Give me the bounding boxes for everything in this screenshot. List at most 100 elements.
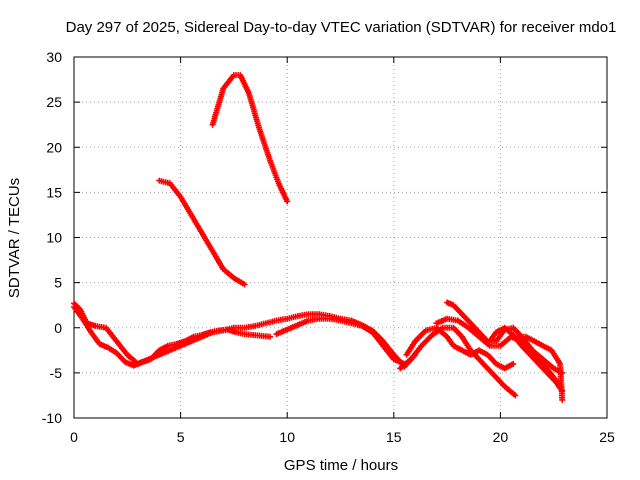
data-point [392,358,395,361]
series-arc-late-6 [514,333,566,403]
data-point [307,319,310,322]
data-point [524,335,528,338]
data-point [430,333,434,337]
data-point [296,323,300,327]
data-point [168,349,172,352]
chart-title: Day 297 of 2025, Sidereal Day-to-day VTE… [66,19,617,36]
data-point [243,332,246,336]
data-point [232,276,236,280]
data-point [452,303,455,307]
data-point [494,331,498,334]
data-point [435,322,438,325]
data-point [72,305,76,309]
data-point [317,317,321,320]
data-point [264,322,268,325]
data-point [286,328,289,331]
data-point [158,179,161,182]
data-point [520,344,523,347]
data-point [405,353,408,357]
y-tick-label: 10 [46,230,62,246]
data-point [554,380,558,384]
data-point [360,324,364,328]
data-point [413,340,417,343]
data-point [81,317,84,320]
data-point [456,319,459,322]
data-point [149,358,152,361]
series-arc-high-2 [156,177,248,288]
data-point [477,358,481,361]
data-point [452,344,455,347]
data-point [499,344,502,347]
y-tick-label: 15 [46,184,62,200]
data-point [541,344,545,347]
data-point [115,351,118,355]
grid [74,57,607,418]
data-point [371,331,374,334]
data-point [529,353,532,357]
data-series [71,72,566,403]
data-point [488,340,491,343]
data-point [460,313,464,316]
data-point [89,331,93,334]
data-point [445,317,449,320]
data-point [211,123,214,126]
data-point [488,344,491,347]
data-point [381,344,385,347]
series-arc-base-3 [273,315,408,367]
data-point [179,195,182,199]
data-point [234,331,238,334]
data-point [494,340,498,343]
data-point [258,128,261,131]
data-point [537,362,540,366]
series-arc-late-2 [403,324,517,372]
x-tick-label: 0 [70,429,78,445]
data-point [72,302,76,305]
y-tick-label: -10 [42,410,62,426]
data-point [503,385,506,388]
data-point [541,362,545,366]
data-point [317,313,321,316]
data-point [166,344,170,347]
data-point [516,335,519,338]
series-arc-high-1 [209,72,291,205]
data-point [460,335,464,338]
data-point [251,333,255,337]
data-point [217,329,221,332]
data-point [79,308,82,311]
data-point [126,353,129,357]
data-point [222,87,225,90]
data-point [243,326,246,329]
data-point [296,314,300,318]
data-point [420,344,423,347]
x-tick-label: 10 [279,429,295,445]
plot-frame [73,56,608,419]
data-point [550,349,553,352]
data-point [141,360,144,364]
data-point [307,313,310,316]
x-tick-label: 25 [599,429,615,445]
y-axis-title: SDTVAR / TECUs [6,178,23,298]
data-point [175,342,178,346]
data-point [260,334,263,338]
data-point [445,335,449,338]
data-point [286,317,289,320]
data-point [445,301,449,304]
data-point [503,367,506,370]
data-point [486,353,489,357]
data-point [452,326,455,329]
data-point [132,364,135,367]
data-point [477,349,481,352]
series-markers [209,72,291,205]
data-point [200,231,204,235]
data-point [243,283,246,286]
data-point [533,340,536,343]
data-point [158,349,161,352]
x-axis: 0 5 10 15 20 25 [70,57,615,445]
data-point [558,362,562,366]
data-point [398,367,402,370]
data-point [222,267,225,271]
data-point [541,358,545,361]
data-point [106,346,110,349]
y-tick-label: 30 [46,49,62,65]
data-point [552,367,555,370]
